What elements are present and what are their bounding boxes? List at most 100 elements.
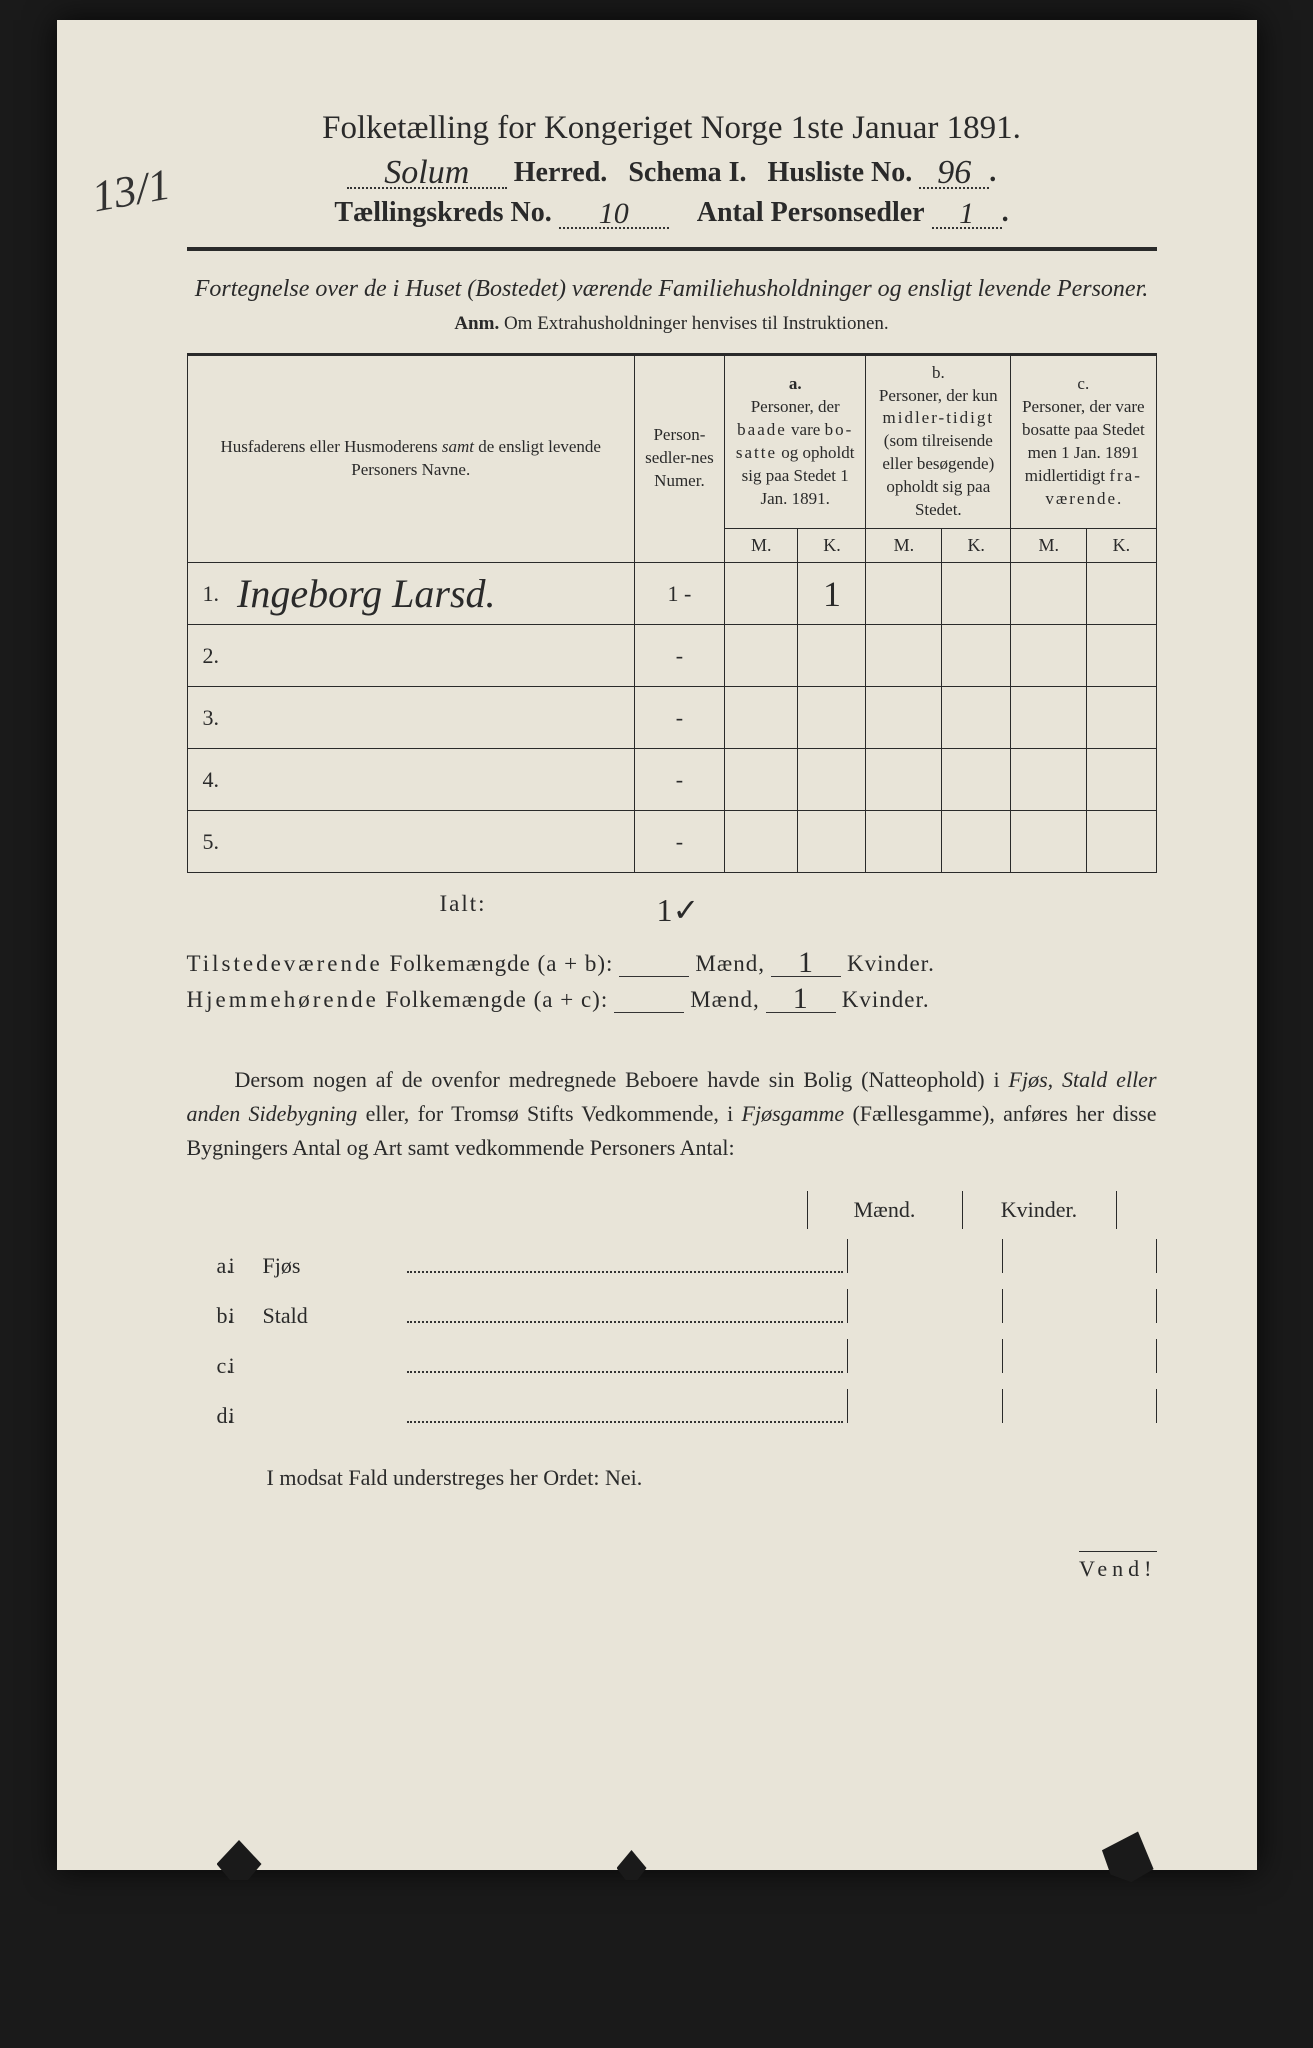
name-cell [225,811,634,873]
intro-text: Fortegnelse over de i Huset (Bostedet) v… [187,273,1157,307]
cell-b-m [866,811,942,873]
cell-c-k [1087,811,1156,873]
list-letter: c. [187,1353,229,1379]
husliste-label: Husliste No. [768,157,913,188]
cell-c-k [1087,563,1156,625]
sedler-cell: - [634,749,724,811]
page-tear [617,1850,647,1880]
mk-header: Mænd. Kvinder. [187,1191,1157,1229]
summary-resident: Hjemmehørende Folkemængde (a + c): Mænd,… [187,985,1157,1013]
mk-m: Mænd. [807,1191,962,1229]
dotted-fill [407,1271,843,1273]
margin-annotation: 13/1 [88,159,174,223]
cell-a-k [798,749,866,811]
name-cell [225,625,634,687]
cell-a-m [724,811,798,873]
outbuilding-line: b.iStald [187,1289,1157,1329]
list-type: Stald [263,1303,403,1329]
row-number: 5. [187,811,225,873]
cell-a-m [724,687,798,749]
name-cell: Ingeborg Larsd. [225,563,634,625]
outbuilding-line: c.i [187,1339,1157,1379]
col-b: b. Personer, der kun midler-tidigt (som … [866,354,1011,529]
schema-label: Schema I. [628,157,746,188]
ialt-row: Ialt: 1✓ [187,891,1157,929]
cell-b-k [942,687,1011,749]
cell-a-m [724,749,798,811]
cell-c-m [1011,563,1087,625]
mk-k: Kvinder. [962,1191,1117,1229]
cell-a-m [724,625,798,687]
sedler-cell: 1 - [634,563,724,625]
col-c-m: M. [1011,529,1087,563]
cell-b-m [866,625,942,687]
header-line-1: Solum Herred. Schema I. Husliste No. 96. [187,155,1157,189]
name-cell [225,749,634,811]
form-title: Folketælling for Kongeriget Norge 1ste J… [187,110,1157,147]
census-table: Husfaderens eller Husmoderens samt de en… [187,353,1157,874]
sedler-cell: - [634,625,724,687]
cell-a-k [798,625,866,687]
list-k-cell [1002,1339,1157,1373]
cell-c-k [1087,687,1156,749]
cell-a-m [724,563,798,625]
page-tear [1095,1822,1164,1888]
husliste-value: 96 [937,154,971,191]
cell-b-k [942,749,1011,811]
cell-c-m [1011,625,1087,687]
row-number: 1. [187,563,225,625]
cell-b-m [866,749,942,811]
list-i: i [229,1303,263,1329]
antal-value: 1 [959,197,974,230]
dotted-fill [407,1321,843,1323]
vend-label: Vend! [1079,1551,1157,1582]
header-line-2: Tællingskreds No. 10 Antal Personsedler … [187,195,1157,229]
kreds-label: Tællingskreds No. [334,197,551,228]
resident-m [614,1012,684,1013]
list-k-cell [1002,1239,1157,1273]
list-k-cell [1002,1289,1157,1323]
page-tear [217,1840,262,1880]
cell-a-k [798,811,866,873]
cell-c-m [1011,749,1087,811]
sedler-cell: - [634,811,724,873]
list-i: i [229,1253,263,1279]
table-row: 5. - [187,811,1156,873]
list-m-cell [847,1339,1002,1373]
cell-c-m [1011,811,1087,873]
resident-k: 1 [766,985,836,1013]
ialt-value: 1✓ [657,891,700,929]
row-number: 2. [187,625,225,687]
anm-note: Anm. Om Extrahusholdninger henvises til … [187,313,1157,335]
present-m [619,976,689,977]
sedler-cell: - [634,687,724,749]
col-b-k: K. [942,529,1011,563]
kreds-value: 10 [599,197,629,230]
list-m-cell [847,1389,1002,1423]
cell-c-k [1087,749,1156,811]
list-i: i [229,1403,263,1429]
herred-value: Solum [384,154,469,191]
cell-a-k [798,687,866,749]
list-letter: b. [187,1303,229,1329]
herred-label: Herred. [514,157,608,188]
table-row: 4. - [187,749,1156,811]
cell-c-k [1087,625,1156,687]
dotted-fill [407,1371,843,1373]
col-a: a. Personer, der baade vare bo-satte og … [724,354,866,529]
list-letter: d. [187,1403,229,1429]
present-k: 1 [771,949,841,977]
summary-present: Tilstedeværende Folkemængde (a + b): Mæn… [187,949,1157,977]
col-a-k: K. [798,529,866,563]
dotted-fill [407,1421,843,1423]
divider [187,247,1157,251]
outbuilding-para: Dersom nogen af de ovenfor medregnede Be… [187,1063,1157,1165]
col-a-m: M. [724,529,798,563]
outbuilding-line: d.i [187,1389,1157,1429]
antal-label: Antal Personsedler [697,197,925,228]
table-row: 1.Ingeborg Larsd.1 -1 [187,563,1156,625]
row-number: 4. [187,749,225,811]
cell-c-m [1011,687,1087,749]
col-b-m: M. [866,529,942,563]
list-m-cell [847,1239,1002,1273]
